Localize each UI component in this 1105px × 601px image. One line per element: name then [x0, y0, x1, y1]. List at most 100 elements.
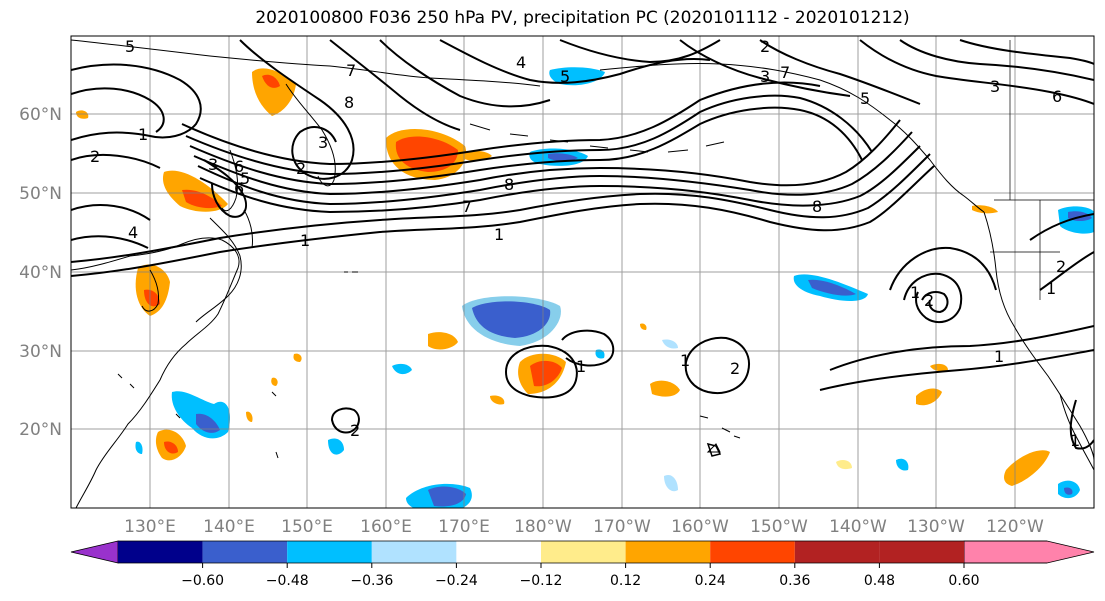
precip-positive-core [262, 74, 280, 88]
pv-contour-north-1 [71, 63, 202, 141]
lon-label: 150°E [281, 517, 333, 537]
lon-label: 150°W [750, 517, 808, 537]
mexico-coast [1059, 393, 1094, 471]
graticule [71, 36, 1094, 508]
precip-positive-area [76, 110, 89, 119]
precip-positive-core [144, 289, 160, 307]
lon-label: 140°E [203, 517, 255, 537]
pv-contour-north-3 [71, 154, 161, 249]
precip-positive-area [135, 264, 170, 316]
colorbar-tick-label: 0.24 [695, 573, 726, 589]
contour-label: 4 [516, 53, 526, 72]
precip-positive-area [271, 377, 278, 386]
colorbar-tick-label: −0.12 [520, 573, 563, 589]
contour-label: 7 [462, 197, 472, 216]
colorbar-tick-label: 0.48 [864, 573, 895, 589]
contour-label: 2 [1056, 257, 1066, 276]
colorbar-segment [541, 541, 626, 563]
precip-negative-core [808, 279, 856, 296]
precip-positive-area [836, 460, 852, 470]
colorbar-segment [710, 541, 795, 563]
precip-negative-area [328, 438, 344, 455]
colorbar-tick-label: −0.48 [266, 573, 309, 589]
precip-positive-area [428, 332, 458, 350]
colorbar-tick-labels: −0.60 −0.48 −0.36 −0.24 −0.12 0.12 0.24 … [181, 573, 979, 589]
lon-label: 120°W [986, 517, 1044, 537]
precip-positive-area [930, 363, 948, 372]
precip-negative-core [472, 301, 551, 338]
colorbar-ticks [202, 563, 965, 568]
pv-contour-north-11 [859, 39, 1094, 105]
contour-label: 1 [994, 347, 1004, 366]
contour-label: 1 [1046, 279, 1056, 298]
colorbar-segment [456, 541, 541, 563]
contour-label: 3 [318, 133, 328, 152]
colorbar-segment [118, 541, 203, 563]
pv-contour-east-edge [1029, 213, 1094, 450]
contour-label: 5 [860, 89, 870, 108]
contour-label: 1 [494, 225, 504, 244]
colorbar: −0.60 −0.48 −0.36 −0.24 −0.12 0.12 0.24 … [70, 540, 1095, 589]
precip-positive-area [640, 323, 647, 330]
pv-contour-east-trough [889, 246, 997, 324]
pv-contour-north-10 [759, 39, 921, 105]
pv-contour-7 [185, 94, 873, 176]
pv-contour-labels: 5 1 2 3 4 5 6 7 8 1 2 3 4 5 6 7 8 1 2 3 … [90, 37, 1080, 450]
lat-label: 30°N [19, 342, 62, 362]
precip-negative-core [1064, 487, 1073, 495]
contour-label: 8 [504, 175, 514, 194]
pv-contour-4 [197, 131, 913, 206]
figure-title: 2020100800 F036 250 hPa PV, precipitatio… [255, 8, 910, 28]
colorbar-tick-label: −0.24 [435, 573, 478, 589]
pv-contour-north-6 [379, 39, 551, 108]
pv-contour-west-ring [203, 159, 248, 218]
contour-label: 4 [128, 223, 138, 242]
precip-negative-core [196, 413, 220, 433]
colorbar-tick-label: 0.12 [610, 573, 641, 589]
lon-label: 140°W [829, 517, 887, 537]
pv-contour-north-8 [559, 39, 721, 64]
colorbar-extend-right [963, 540, 1095, 564]
contour-label: 2 [296, 159, 306, 178]
colorbar-tick-label: 0.60 [948, 573, 979, 589]
contour-label: 1 [680, 351, 690, 370]
colorbar-segment [879, 541, 964, 563]
pv-contour-southeast [819, 325, 1094, 391]
colorbar-extend-left [70, 540, 119, 564]
contour-label: 5 [240, 169, 250, 188]
precip-negative-area [664, 474, 678, 492]
kamchatka-coast [285, 83, 336, 187]
pv-contour-north-4 [239, 39, 355, 180]
precip-negative-area [896, 458, 909, 471]
pv-contour-5 [193, 119, 901, 196]
lon-label: 170°E [438, 517, 490, 537]
precip-positive-core [164, 441, 178, 454]
precip-negative-area [392, 363, 412, 375]
lon-label: 180°W [514, 517, 572, 537]
contour-label: 2 [924, 291, 934, 310]
colorbar-segment [625, 541, 711, 563]
precip-positive-area [490, 395, 505, 405]
pv-cutoff-low-1 [504, 344, 578, 399]
pv-contours [71, 39, 1094, 457]
precip-positive-area [462, 150, 492, 161]
lat-label: 50°N [19, 184, 62, 204]
contour-label: 1 [138, 125, 148, 144]
lat-label: 20°N [19, 420, 62, 440]
precip-positive-area [650, 380, 680, 397]
contour-label: 1 [300, 231, 310, 250]
colorbar-tick-label: 0.36 [779, 573, 810, 589]
lat-label: 60°N [19, 105, 62, 125]
precip-positive-core [182, 189, 222, 209]
contour-label: 8 [344, 93, 354, 112]
japan-coast [195, 209, 253, 323]
north-america-coast [983, 211, 1094, 461]
contour-label: 2 [760, 37, 770, 56]
contour-label: 3 [208, 155, 218, 174]
contour-label: 1 [576, 357, 586, 376]
pv-hawaii-box [706, 442, 722, 457]
pv-contour-1 [71, 165, 935, 277]
lon-label: 160°E [360, 517, 412, 537]
longitude-labels: 130°E 140°E 150°E 160°E 170°E 180°W 170°… [124, 517, 1044, 537]
